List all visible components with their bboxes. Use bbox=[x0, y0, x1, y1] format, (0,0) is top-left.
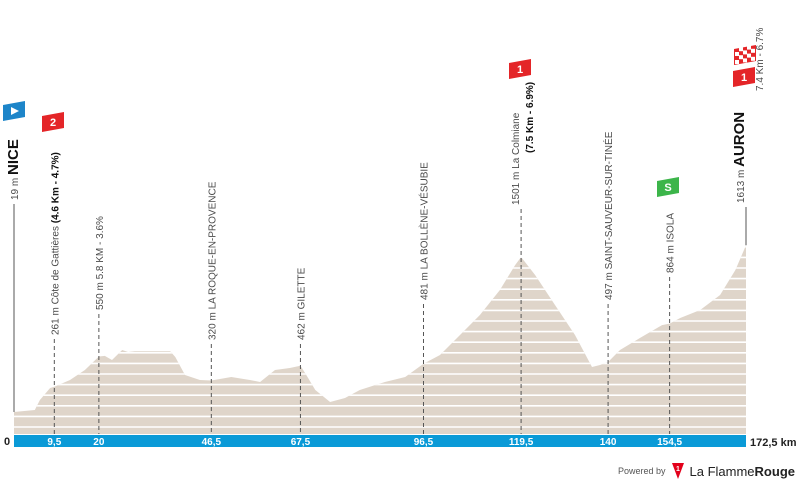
marker-text: 19 m bbox=[10, 175, 21, 200]
marker-label: 550 m 5.8 KM - 3.6% bbox=[95, 216, 106, 310]
marker-label: 1613 m AURON bbox=[731, 112, 748, 203]
start-flag-icon bbox=[3, 101, 25, 121]
marker-label: 1501 m La Colmiane bbox=[511, 112, 522, 205]
brand-name-bold: Rouge bbox=[754, 463, 795, 479]
marker-label: 19 m NICE bbox=[5, 139, 22, 200]
km-tick-label: 0 bbox=[4, 436, 10, 448]
km-tick-label: 119,5 bbox=[509, 437, 534, 448]
footer-branding: Powered by 1 La FlammeRouge bbox=[618, 463, 795, 479]
marker-text: 864 m ISOLA bbox=[666, 213, 677, 273]
powered-by-text: Powered by bbox=[617, 466, 666, 476]
svg-text:2: 2 bbox=[50, 117, 56, 129]
km-axis-ticks: 0 9,5 20 46,5 67,5 96,5 119,5 140 154,5 172,5 km bbox=[4, 436, 797, 449]
marker-detail-text: (7.5 Km - 6.9%) bbox=[525, 82, 536, 153]
km-tick-label: 140 bbox=[600, 437, 617, 448]
route-markers: 19 m NICE 261 m Côte de Gattières (4.6 Km… bbox=[5, 28, 766, 434]
marker-label: 462 m GILETTE bbox=[296, 267, 307, 340]
marker-label: 497 m SAINT-SAUVEUR-SUR-TINÉE bbox=[602, 131, 615, 300]
marker-text: 550 m 5.8 KM - 3.6% bbox=[95, 216, 106, 310]
marker-text: 320 m LA ROQUE-EN-PROVENCE bbox=[207, 181, 218, 340]
km-tick-label: 96,5 bbox=[414, 437, 434, 448]
marker-label: 320 m LA ROQUE-EN-PROVENCE bbox=[207, 181, 218, 340]
km-tick-label: 9,5 bbox=[47, 437, 61, 448]
km-end-label: 172,5 km bbox=[750, 437, 797, 449]
marker-text: 481 m LA BOLLÈNE-VÉSUBIE bbox=[417, 162, 430, 300]
km-tick-label: 67,5 bbox=[291, 437, 311, 448]
marker-label: 864 m ISOLA bbox=[666, 213, 677, 273]
marker-bold-text: AURON bbox=[731, 112, 748, 167]
marker-bold-text: (4.6 Km - 4.7%) bbox=[50, 152, 61, 223]
marker-label: 481 m LA BOLLÈNE-VÉSUBIE bbox=[417, 162, 430, 300]
marker-text: 462 m GILETTE bbox=[296, 267, 307, 340]
climb-cat2-icon: 2 bbox=[42, 112, 64, 132]
svg-text:S: S bbox=[664, 182, 671, 194]
elevation-profile-area bbox=[14, 245, 746, 434]
finish-climb-cat1-icon: 1 bbox=[733, 67, 755, 87]
km-tick-label: 46,5 bbox=[202, 437, 222, 448]
marker-text: 261 m Côte de Gattières bbox=[50, 223, 61, 335]
km-tick-label: 154,5 bbox=[657, 437, 682, 448]
flamme-rouge-logo-icon: 1 bbox=[671, 463, 684, 479]
climb-cat1-icon: 1 bbox=[509, 59, 531, 79]
svg-text:1: 1 bbox=[676, 466, 680, 473]
marker-bold-text: NICE bbox=[5, 139, 22, 175]
km-axis-bar bbox=[14, 435, 746, 447]
marker-detail-text: 7.4 Km - 6.7% bbox=[755, 28, 766, 91]
marker-text: 1613 m bbox=[736, 167, 747, 203]
brand-name-light: La Flamme bbox=[689, 463, 755, 479]
km-tick-label: 20 bbox=[93, 437, 105, 448]
marker-text: 1501 m La Colmiane bbox=[511, 112, 522, 205]
sprint-icon: S bbox=[657, 177, 679, 197]
brand-name: La FlammeRouge bbox=[690, 464, 795, 479]
svg-text:1: 1 bbox=[517, 64, 523, 76]
svg-text:1: 1 bbox=[741, 72, 747, 84]
marker-label: 261 m Côte de Gattières (4.6 Km - 4.7%) bbox=[50, 152, 61, 335]
marker-icons: 2 1 1 S bbox=[3, 45, 756, 197]
marker-text: 497 m SAINT-SAUVEUR-SUR-TINÉE bbox=[602, 131, 615, 300]
finish-flag-icon bbox=[734, 45, 756, 65]
